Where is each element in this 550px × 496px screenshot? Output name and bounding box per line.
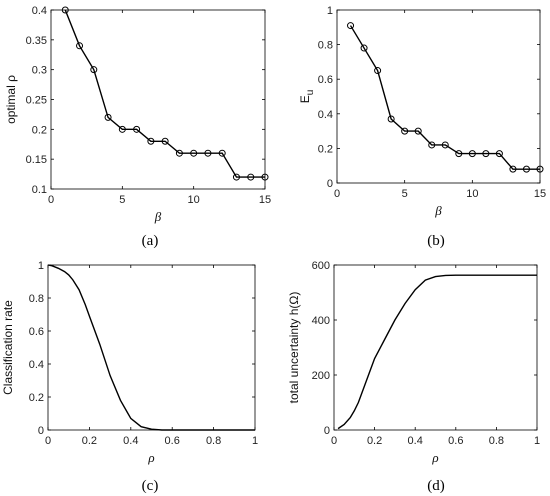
x-tick-label: 0.2 <box>82 435 97 447</box>
y-tick-label: 0.4 <box>29 359 44 371</box>
x-tick-label: 0 <box>331 435 337 447</box>
x-tick-label: 0.8 <box>489 435 504 447</box>
data-point <box>247 173 255 181</box>
axes-box <box>333 264 538 431</box>
y-tick-label: 0.6 <box>318 74 333 86</box>
x-tick-label: 5 <box>402 188 408 200</box>
data-point <box>374 67 382 75</box>
x-tick-label: 1 <box>252 435 258 447</box>
data-point <box>509 165 517 173</box>
data-point <box>261 173 269 181</box>
x-tick-label: 5 <box>119 194 125 206</box>
x-tick-label: 10 <box>466 188 478 200</box>
axes-box <box>336 9 541 184</box>
data-point <box>133 125 141 133</box>
x-axis-label: ρ <box>147 450 154 465</box>
y-tick-label: 0.4 <box>32 5 47 17</box>
y-tick-label: 0.15 <box>26 154 47 166</box>
series-line <box>64 9 265 178</box>
data-point <box>232 173 240 181</box>
y-axis-label: optimal ρ <box>4 75 18 124</box>
data-point <box>175 149 183 157</box>
data-point <box>414 127 422 135</box>
x-axis-label: β <box>154 209 162 224</box>
y-tick-label: 0.8 <box>29 293 44 305</box>
x-tick-label: 0.6 <box>165 435 180 447</box>
y-tick-label: 0.4 <box>318 109 333 121</box>
panel-label: (a) <box>142 233 159 249</box>
data-point <box>468 150 476 158</box>
x-tick-label: 0 <box>45 435 51 447</box>
data-point <box>190 149 198 157</box>
y-axis-label-subscript: u <box>305 90 316 96</box>
x-tick-label: 0.2 <box>367 435 382 447</box>
y-tick-label: 0 <box>38 425 44 437</box>
data-point <box>428 141 436 149</box>
x-tick-label: 15 <box>259 194 271 206</box>
y-tick-label: 0 <box>324 425 330 437</box>
y-tick-label: 0.2 <box>29 392 44 404</box>
data-point <box>482 150 490 158</box>
data-point <box>455 150 463 158</box>
y-tick-label: 0.25 <box>26 95 47 107</box>
x-tick-label: 0.4 <box>408 435 423 447</box>
y-tick-label: 0.3 <box>32 65 47 77</box>
x-tick-label: 15 <box>534 188 546 200</box>
chart-panel-a: 0 5 10 15 0.1 0.15 0.2 0.25 0.3 0.35 0.4 β optimal ρ… <box>4 5 271 249</box>
chart-panel-b: 0 5 10 15 0 0.2 0.4 0.6 0.8 1 β Eu (b) <box>298 5 546 249</box>
panel-label: (d) <box>427 478 445 494</box>
y-tick-label: 0.2 <box>318 143 333 155</box>
panel-label: (b) <box>427 233 445 249</box>
x-tick-label: 1 <box>534 435 540 447</box>
data-point <box>161 137 169 145</box>
x-tick-label: 0.8 <box>206 435 221 447</box>
data-point <box>118 125 126 133</box>
x-tick-label: 0 <box>48 194 54 206</box>
data-point <box>104 113 112 121</box>
panel-label: (c) <box>142 478 159 494</box>
y-tick-label: 200 <box>312 370 330 382</box>
chart-panel-d: 0 0.2 0.4 0.6 0.8 1 0 200 400 600 ρ total uncertain… <box>287 260 540 494</box>
x-axis-label: ρ <box>431 450 438 465</box>
data-point <box>360 44 368 52</box>
x-axis-label: β <box>434 203 442 218</box>
y-tick-label: 1 <box>327 5 333 17</box>
y-axis-label: Eu <box>298 90 316 104</box>
data-point <box>90 66 98 74</box>
chart-panel-c: 0 0.2 0.4 0.6 0.8 1 0 0.2 0.4 0.6 0.8 1 ρ Classificat… <box>1 260 258 494</box>
x-tick-label: 0 <box>334 188 340 200</box>
y-axis-label: Classification rate <box>1 300 15 395</box>
x-tick-label: 0.6 <box>448 435 463 447</box>
series-line <box>337 274 537 430</box>
y-tick-label: 0.6 <box>29 326 44 338</box>
x-tick-label: 10 <box>188 194 200 206</box>
data-point <box>76 42 84 50</box>
data-point <box>387 115 395 123</box>
y-tick-label: 0.2 <box>32 124 47 136</box>
data-point <box>61 6 69 14</box>
data-point <box>536 165 544 173</box>
y-tick-label: 0.1 <box>32 184 47 196</box>
y-axis-label: total uncertainty h(Ω) <box>287 292 301 404</box>
y-tick-label: 0.35 <box>26 35 47 47</box>
y-tick-label: 400 <box>312 315 330 327</box>
data-point <box>522 165 530 173</box>
data-point <box>401 127 409 135</box>
axes-box <box>47 264 256 431</box>
series-line <box>47 264 255 431</box>
axes-box <box>50 9 266 190</box>
data-point <box>204 149 212 157</box>
y-tick-label: 600 <box>312 260 330 272</box>
data-point <box>441 141 449 149</box>
y-tick-label: 0 <box>327 178 333 190</box>
data-point <box>495 150 503 158</box>
y-tick-label: 0.8 <box>318 40 333 52</box>
data-point <box>218 149 226 157</box>
data-point <box>147 137 155 145</box>
data-point <box>347 22 355 30</box>
series-line <box>349 25 540 170</box>
y-tick-label: 1 <box>38 260 44 272</box>
x-tick-label: 0.4 <box>123 435 138 447</box>
